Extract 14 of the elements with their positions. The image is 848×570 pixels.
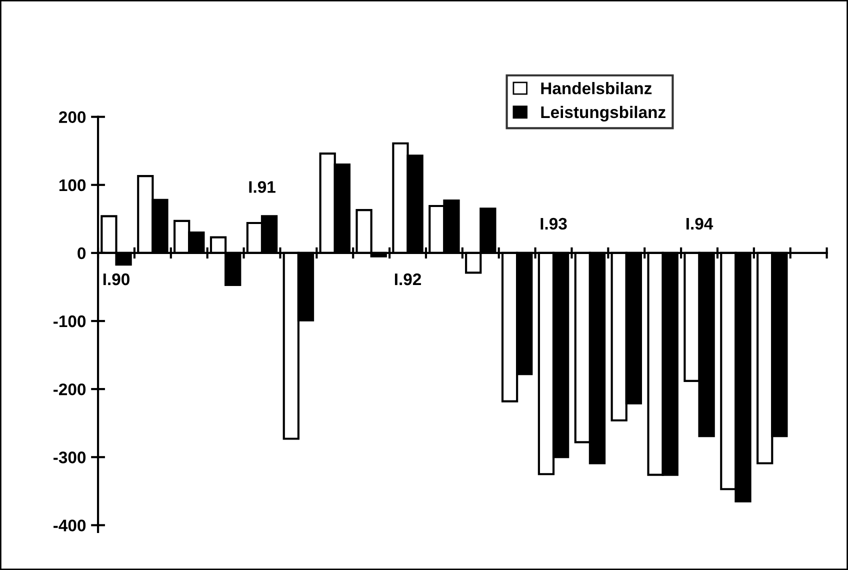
- y-tick-label: 200: [58, 111, 86, 124]
- x-tick-label: I.90: [103, 273, 130, 286]
- y-tick-label: -100: [54, 315, 86, 328]
- y-tick-label: 0: [78, 247, 86, 260]
- y-tick-label: 100: [59, 179, 86, 192]
- x-tick-label: I.91: [249, 181, 276, 193]
- x-tick-label: I.93: [540, 218, 567, 230]
- legend-label: Leistungsbilanz: [541, 106, 666, 122]
- y-tick-label: -400: [54, 520, 86, 532]
- x-tick-label: I.94: [686, 218, 714, 230]
- y-tick-label: -300: [54, 452, 86, 464]
- x-tick-label: I.92: [394, 273, 421, 286]
- y-tick-label: -200: [54, 383, 86, 396]
- legend-label: Handelsbilanz: [541, 82, 652, 94]
